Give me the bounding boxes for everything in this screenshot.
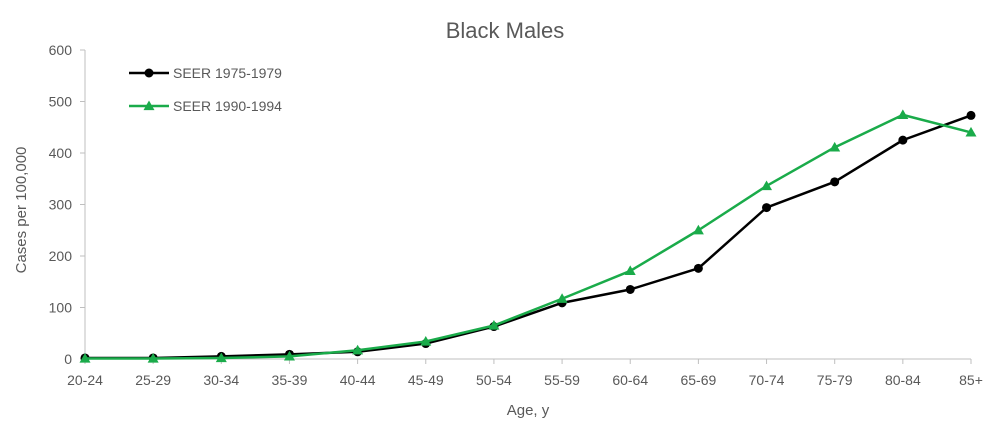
x-axis-label: Age, y [507, 402, 550, 419]
chart-title: Black Males [446, 18, 565, 43]
legend-label: SEER 1975-1979 [173, 65, 282, 81]
data-point-circle [966, 110, 976, 120]
y-tick-label: 500 [49, 94, 73, 110]
x-tick-label: 80-84 [885, 372, 921, 388]
data-point-circle [762, 203, 772, 213]
data-point-triangle [143, 100, 155, 111]
x-tick-label: 50-54 [476, 372, 512, 388]
data-point-triangle [556, 293, 568, 303]
axes: 0 100 200 300 400 500 600 20-24 25-29 30-34 35-39 4… [49, 42, 983, 388]
data-point-triangle [283, 350, 295, 361]
data-point-triangle [624, 265, 636, 276]
legend: SEER 1975-1979 SEER 1990-1994 [129, 65, 282, 114]
series-line [85, 113, 972, 360]
data-point-circle [625, 284, 635, 294]
data-point-circle [693, 263, 703, 273]
data-point-triangle [420, 335, 432, 346]
series-1 [80, 110, 976, 363]
data-point-triangle [352, 344, 364, 355]
data-point-triangle [79, 352, 91, 363]
data-point-triangle [829, 141, 841, 152]
x-tick-label: 30-34 [203, 372, 239, 388]
x-tick-label: 25-29 [135, 372, 171, 388]
data-point-triangle [692, 224, 704, 235]
y-tick-label: 300 [49, 197, 73, 213]
x-tick-label: 60-64 [612, 372, 648, 388]
x-tick-label: 65-69 [680, 372, 716, 388]
x-tick-label: 55-59 [544, 372, 580, 388]
data-point-triangle [488, 320, 500, 330]
x-tick-label: 35-39 [272, 372, 308, 388]
y-tick-label: 100 [49, 300, 73, 316]
series-2 [79, 109, 977, 363]
data-point-triangle [897, 109, 909, 120]
data-point-triangle [215, 352, 227, 363]
y-axis-label: Cases per 100,000 [13, 147, 30, 274]
legend-label: SEER 1990-1994 [173, 98, 282, 114]
x-tick-label: 75-79 [817, 372, 853, 388]
data-point-triangle [761, 180, 773, 191]
legend-item: SEER 1990-1994 [129, 98, 282, 114]
x-tick-label: 70-74 [749, 372, 785, 388]
data-point-triangle [147, 352, 159, 363]
y-tick-label: 400 [49, 145, 73, 161]
data-point-circle [898, 135, 908, 145]
x-tick-label: 45-49 [408, 372, 444, 388]
x-tick-label: 20-24 [67, 372, 103, 388]
y-tick-label: 200 [49, 248, 73, 264]
y-tick-label: 600 [49, 42, 73, 58]
series-line [85, 114, 972, 360]
x-tick-label: 85+ [959, 372, 983, 388]
y-tick-label: 0 [64, 351, 72, 367]
data-point-circle [830, 177, 840, 187]
data-point-circle [144, 68, 154, 78]
legend-item: SEER 1975-1979 [129, 65, 282, 81]
series-layer [79, 109, 977, 363]
data-point-triangle [965, 126, 977, 137]
x-tick-label: 40-44 [340, 372, 376, 388]
